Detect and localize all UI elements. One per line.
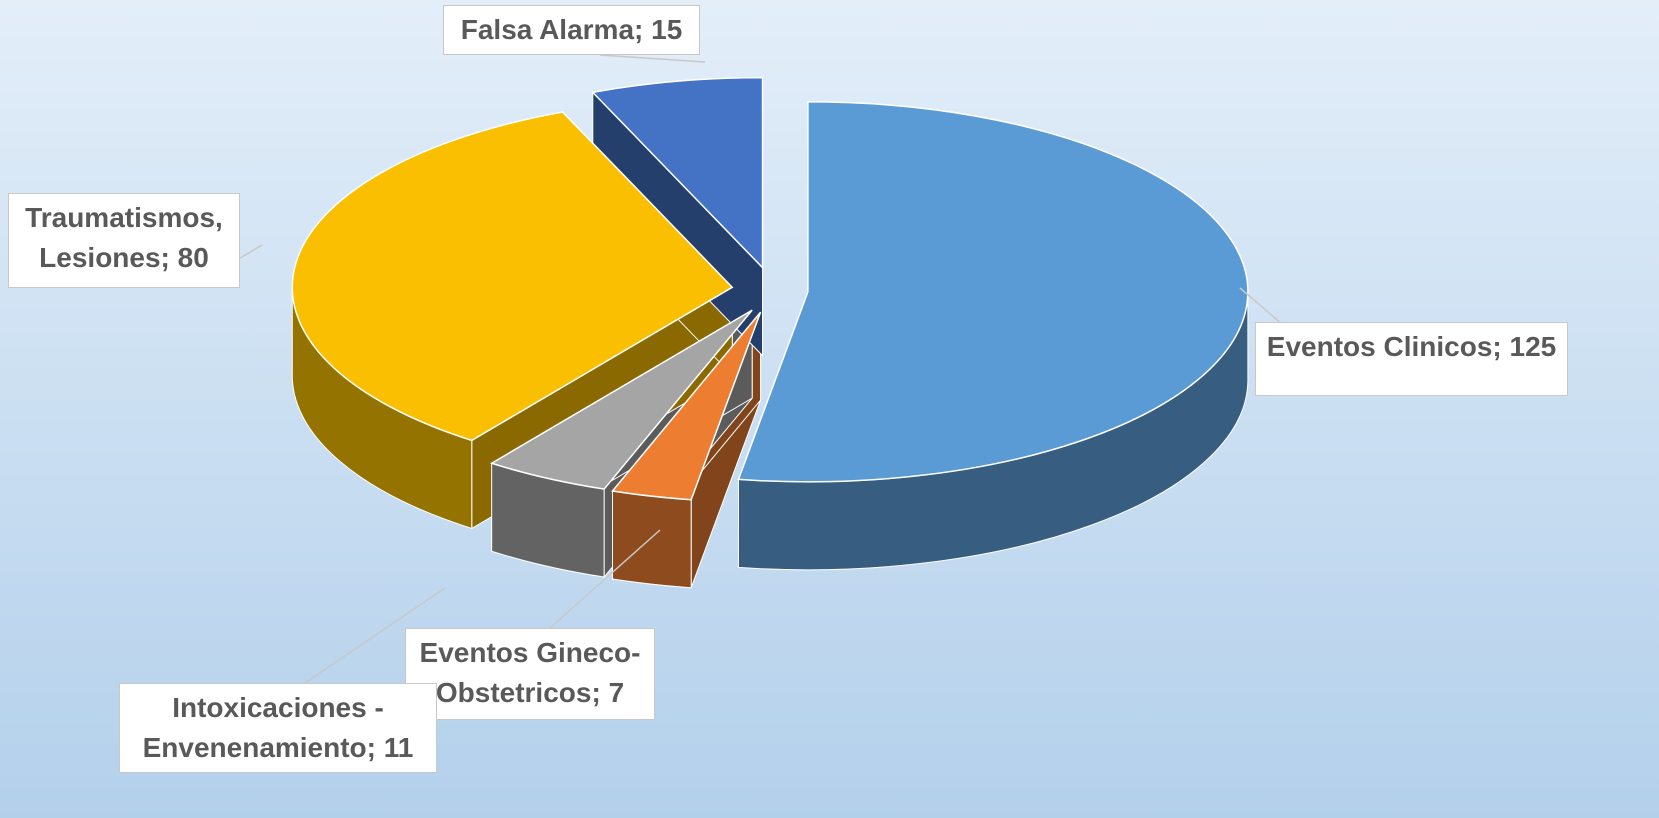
- slice: [291, 111, 734, 442]
- leader-line: [549, 529, 661, 629]
- leader-line: [599, 54, 706, 63]
- leader-line: [239, 244, 263, 259]
- data-label: Eventos Clinicos; 125: [1255, 322, 1568, 396]
- slice: [737, 101, 1249, 483]
- data-label: Intoxicaciones - Envenenamiento; 11: [119, 683, 437, 773]
- slice-wall: [612, 490, 692, 589]
- leader-line: [304, 587, 446, 684]
- slice: [489, 309, 753, 490]
- data-label: Eventos Gineco-Obstetricos; 7: [405, 628, 655, 720]
- data-label: Traumatismos, Lesiones; 80: [8, 193, 240, 288]
- data-label: Falsa Alarma; 15: [443, 5, 700, 55]
- slice: [611, 311, 762, 501]
- slice: [591, 76, 764, 270]
